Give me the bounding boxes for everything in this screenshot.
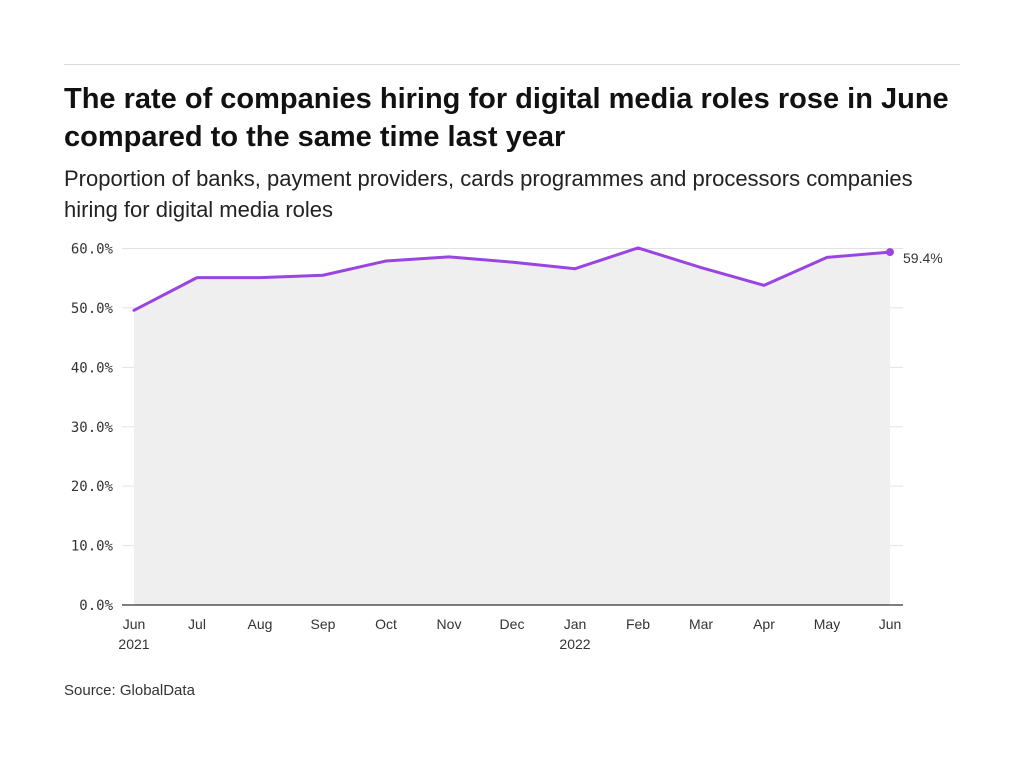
- y-tick-label: 20.0%: [71, 479, 114, 495]
- line-chart: 0.0% 10.0% 20.0% 30.0% 40.0% 50.0% 60.0% Jun 20…: [71, 242, 943, 653]
- chart-title: The rate of companies hiring for digital…: [64, 83, 949, 153]
- chart-subtitle: Proportion of banks, payment providers, …: [64, 166, 913, 222]
- x-tick-label: Feb: [626, 616, 650, 632]
- x-tick-label: Dec: [500, 616, 525, 632]
- x-tick-label: Sep: [311, 616, 336, 632]
- top-divider: [64, 64, 960, 65]
- x-tick-label: Jul: [188, 616, 206, 632]
- y-tick-label: 0.0%: [79, 598, 113, 614]
- data-point-last: [886, 248, 894, 257]
- x-tick-label: Aug: [248, 616, 273, 632]
- y-tick-label: 50.0%: [71, 301, 114, 317]
- x-tick-label: Mar: [689, 616, 713, 632]
- series-line: [132, 246, 892, 312]
- x-axis-ticks: Jun 2021 Jul Aug Sep Oct Nov Dec Jan 2022 Feb Mar Ap…: [118, 616, 901, 652]
- y-tick-label: 40.0%: [71, 360, 114, 376]
- x-tick-label: Jan: [564, 616, 587, 632]
- x-tick-year-label: 2021: [118, 636, 149, 652]
- end-value-label: 59.4%: [903, 250, 943, 266]
- y-tick-label: 10.0%: [71, 539, 114, 555]
- x-tick-label: Jun: [879, 616, 902, 632]
- x-tick-label: May: [814, 616, 840, 632]
- x-tick-label: Apr: [753, 616, 775, 632]
- source-note: Source: GlobalData: [64, 682, 195, 699]
- x-tick-year-label: 2022: [559, 636, 590, 652]
- y-tick-label: 60.0%: [71, 242, 114, 258]
- x-tick-label: Nov: [437, 616, 462, 632]
- y-axis-ticks: 0.0% 10.0% 20.0% 30.0% 40.0% 50.0% 60.0%: [71, 242, 114, 615]
- data-points: [886, 248, 894, 257]
- x-tick-label: Oct: [375, 616, 397, 632]
- x-tick-label: Jun: [123, 616, 146, 632]
- area-fill: [134, 247, 890, 606]
- y-tick-label: 30.0%: [71, 420, 114, 436]
